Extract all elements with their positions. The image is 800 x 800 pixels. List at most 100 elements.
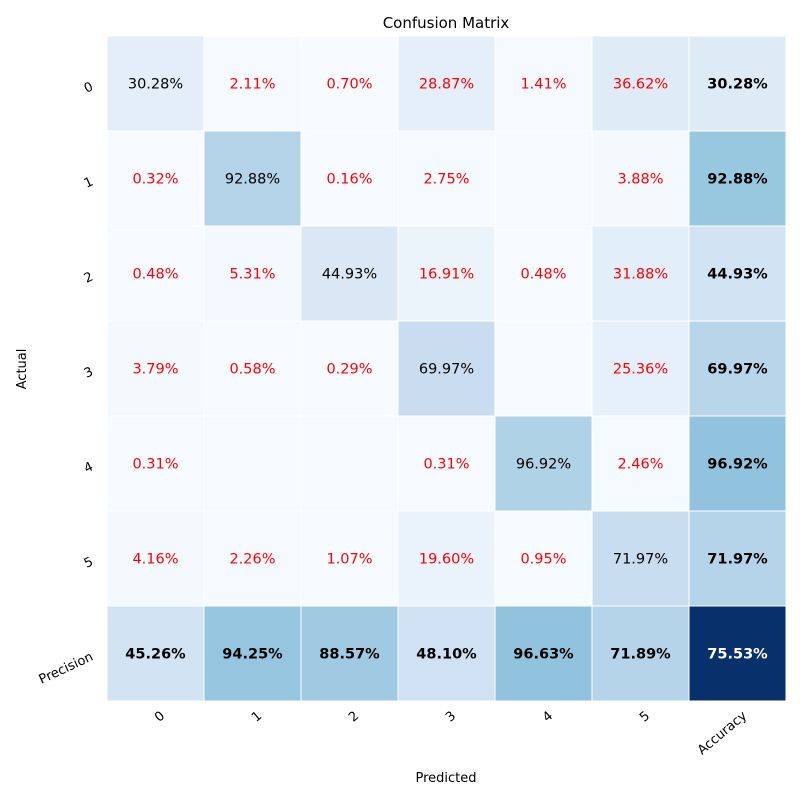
heatmap-cell-r0-c2 (300, 35, 399, 132)
heatmap-cell-r3-c1 (203, 320, 302, 417)
heatmap-cell-r1-c6 (688, 130, 787, 227)
x-tick-label-3: 3 (443, 709, 459, 726)
cell-label-r0-c5: 36.62% (613, 77, 668, 93)
cell-label-r0-c4: 1.41% (520, 77, 566, 93)
heatmap-cell-r6-c3 (397, 605, 496, 702)
heatmap-cell-r6-c0 (106, 605, 205, 702)
heatmap-cell-r0-c3 (397, 35, 496, 132)
cell-label-r4-c3: 0.31% (423, 457, 469, 473)
cell-label-r2-c6: 44.93% (707, 267, 768, 283)
cell-label-r6-c6: 75.53% (707, 647, 768, 663)
cell-label-r6-c4: 96.63% (513, 647, 574, 663)
heatmap-cell-r0-c0 (106, 35, 205, 132)
heatmap-cell-r2-c6 (688, 225, 787, 322)
heatmap-cell-r2-c1 (203, 225, 302, 322)
y-tick-labels: 0 1 2 3 4 5 Precision (37, 80, 96, 688)
heatmap-cell-r6-c6 (688, 605, 787, 702)
x-tick-label-1: 1 (249, 709, 265, 726)
heatmap-cell-r3-c4 (494, 320, 593, 417)
y-tick-label-5: 5 (82, 555, 96, 572)
heatmap-cell-r2-c3 (397, 225, 496, 322)
cell-label-r1-c2: 0.16% (326, 172, 372, 188)
heatmap-cell-r2-c4 (494, 225, 593, 322)
heatmap-cell-r3-c6 (688, 320, 787, 417)
chart-title: Confusion Matrix (383, 14, 510, 32)
cell-label-r5-c3: 19.60% (419, 552, 474, 568)
cell-label-r6-c0: 45.26% (125, 647, 186, 663)
cell-label-r2-c5: 31.88% (613, 267, 668, 283)
cell-label-r4-c4: 96.92% (516, 457, 571, 473)
cell-label-r3-c2: 0.29% (326, 362, 372, 378)
heatmap-cell-r1-c2 (300, 130, 399, 227)
y-axis-title: Actual (15, 349, 30, 390)
cell-label-r6-c3: 48.10% (416, 647, 477, 663)
heatmap-cell-r5-c1 (203, 510, 302, 607)
cell-label-r6-c1: 94.25% (222, 647, 283, 663)
cell-label-r3-c5: 25.36% (613, 362, 668, 378)
cell-label-r1-c5: 3.88% (617, 172, 663, 188)
cell-label-r4-c0: 0.31% (132, 457, 178, 473)
x-tick-label-5: 5 (637, 709, 653, 726)
cell-label-r6-c2: 88.57% (319, 647, 380, 663)
heatmap-cell-r5-c6 (688, 510, 787, 607)
heatmap-cell-r3-c0 (106, 320, 205, 417)
y-tick-label-4: 4 (82, 460, 96, 477)
cell-label-r4-c5: 2.46% (617, 457, 663, 473)
cell-labels: 30.28% 2.11% 0.70% 28.87% 1.41% 36.62% 30.28% 0… (125, 77, 768, 663)
heatmap-cell-r6-c4 (494, 605, 593, 702)
x-tick-label-4: 4 (540, 709, 556, 726)
x-tick-label-0: 0 (152, 709, 168, 726)
heatmap-cell-r2-c0 (106, 225, 205, 322)
heatmap-cell-r1-c4 (494, 130, 593, 227)
heatmap-cell-r4-c2 (300, 415, 399, 512)
cell-label-r2-c1: 5.31% (229, 267, 275, 283)
heatmap-cell-r4-c0 (106, 415, 205, 512)
heatmap-cell-r2-c2 (300, 225, 399, 322)
cell-label-r5-c5: 71.97% (613, 552, 668, 568)
cell-label-r0-c2: 0.70% (326, 77, 372, 93)
cell-label-r0-c1: 2.11% (229, 77, 275, 93)
y-tick-label-0: 0 (82, 80, 96, 97)
heatmap-cell-r6-c5 (591, 605, 690, 702)
cell-label-r2-c0: 0.48% (132, 267, 178, 283)
cell-label-r3-c0: 3.79% (132, 362, 178, 378)
cell-label-r5-c4: 0.95% (520, 552, 566, 568)
cell-label-r6-c5: 71.89% (610, 647, 671, 663)
y-tick-label-6: Precision (37, 650, 96, 688)
cell-label-r1-c0: 0.32% (132, 172, 178, 188)
y-tick-label-2: 2 (82, 270, 96, 287)
cell-label-r5-c0: 4.16% (132, 552, 178, 568)
cell-label-r0-c0: 30.28% (128, 77, 183, 93)
cell-label-r5-c2: 1.07% (326, 552, 372, 568)
heatmap-cell-r1-c5 (591, 130, 690, 227)
heatmap-cells (106, 35, 787, 702)
heatmap-cell-r5-c0 (106, 510, 205, 607)
heatmap-cell-r5-c4 (494, 510, 593, 607)
cell-label-r3-c1: 0.58% (229, 362, 275, 378)
cell-label-r5-c6: 71.97% (707, 552, 768, 568)
y-tick-label-3: 3 (82, 365, 96, 382)
heatmap-cell-r0-c1 (203, 35, 302, 132)
cell-label-r3-c3: 69.97% (419, 362, 474, 378)
y-tick-label-1: 1 (82, 175, 96, 192)
cell-label-r1-c3: 2.75% (423, 172, 469, 188)
cell-label-r2-c3: 16.91% (419, 267, 474, 283)
cell-label-r2-c2: 44.93% (322, 267, 377, 283)
x-tick-label-6: Accuracy (695, 708, 750, 758)
cell-label-r5-c1: 2.26% (229, 552, 275, 568)
cell-label-r1-c6: 92.88% (707, 172, 768, 188)
heatmap-cell-r5-c3 (397, 510, 496, 607)
cell-label-r3-c6: 69.97% (707, 362, 768, 378)
cell-label-r2-c4: 0.48% (520, 267, 566, 283)
heatmap-cell-r6-c2 (300, 605, 399, 702)
x-tick-label-2: 2 (346, 709, 362, 726)
heatmap-cell-r0-c5 (591, 35, 690, 132)
heatmap-cell-r2-c5 (591, 225, 690, 322)
heatmap-cell-r3-c5 (591, 320, 690, 417)
heatmap-cell-r0-c4 (494, 35, 593, 132)
x-axis-title: Predicted (415, 771, 476, 786)
heatmap-cell-r1-c0 (106, 130, 205, 227)
cell-label-r0-c6: 30.28% (707, 77, 768, 93)
heatmap-cell-r4-c6 (688, 415, 787, 512)
